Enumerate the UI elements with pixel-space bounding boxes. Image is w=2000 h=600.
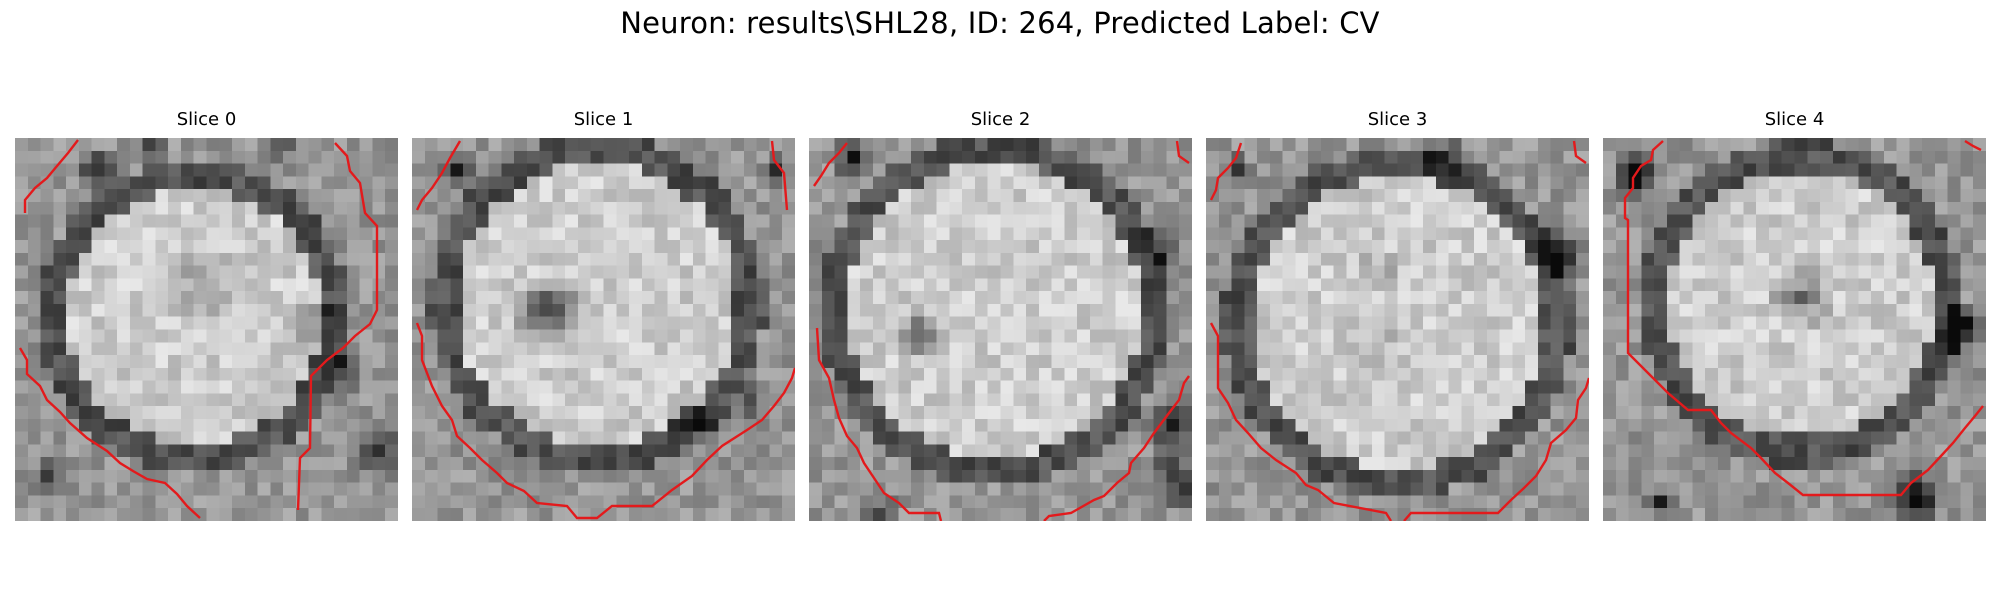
slice-boundary-overlay-1 [415, 140, 795, 520]
slice-panel-0: Slice 0 [15, 108, 398, 521]
slice-title-3: Slice 3 [1367, 109, 1428, 130]
boundary-contour [415, 140, 462, 211]
slice-image-4 [1603, 138, 1986, 521]
slice-title-2: Slice 2 [970, 109, 1031, 130]
slice-panel-2: Slice 2 [809, 108, 1192, 521]
slice-pixels-4 [1603, 138, 1986, 521]
slice-image-3 [1206, 138, 1589, 521]
slice-title-1: Slice 1 [573, 109, 634, 130]
slice-image-2 [809, 138, 1192, 521]
slice-pixels-0 [15, 138, 398, 521]
boundary-contour [1175, 140, 1190, 164]
slice-boundary-overlay-0 [18, 139, 379, 519]
slice-title-0: Slice 0 [176, 109, 237, 130]
slice-boundary-overlay-4 [1623, 139, 1984, 497]
slice-pixels-2 [809, 138, 1192, 521]
slice-pixels-3 [1206, 138, 1589, 521]
boundary-contour [1964, 139, 1982, 152]
boundary-contour [415, 322, 795, 520]
boundary-contour [815, 327, 943, 521]
figure-title: Neuron: results\SHL28, ID: 264, Predicte… [620, 6, 1380, 40]
slice-image-0 [15, 138, 398, 521]
slice-boundary-overlay-3 [1209, 140, 1589, 521]
slice-panel-4: Slice 4 [1603, 108, 1986, 521]
boundary-contour [18, 347, 201, 519]
boundary-contour [1209, 142, 1243, 201]
boundary-contour [1209, 322, 1393, 521]
boundary-contour [23, 139, 79, 213]
slice-pixels-1 [412, 138, 795, 521]
slice-image-1 [412, 138, 795, 521]
boundary-contour [1572, 140, 1587, 164]
boundary-contour [1623, 140, 1984, 497]
boundary-contour [813, 142, 848, 187]
slice-boundary-overlay-2 [813, 140, 1190, 521]
boundary-contour [1043, 375, 1190, 521]
boundary-contour [296, 142, 379, 511]
slice-panel-3: Slice 3 [1206, 108, 1589, 521]
slice-title-4: Slice 4 [1764, 109, 1825, 130]
boundary-contour [1403, 377, 1589, 521]
boundary-contour [770, 140, 789, 211]
slice-panel-1: Slice 1 [412, 108, 795, 521]
